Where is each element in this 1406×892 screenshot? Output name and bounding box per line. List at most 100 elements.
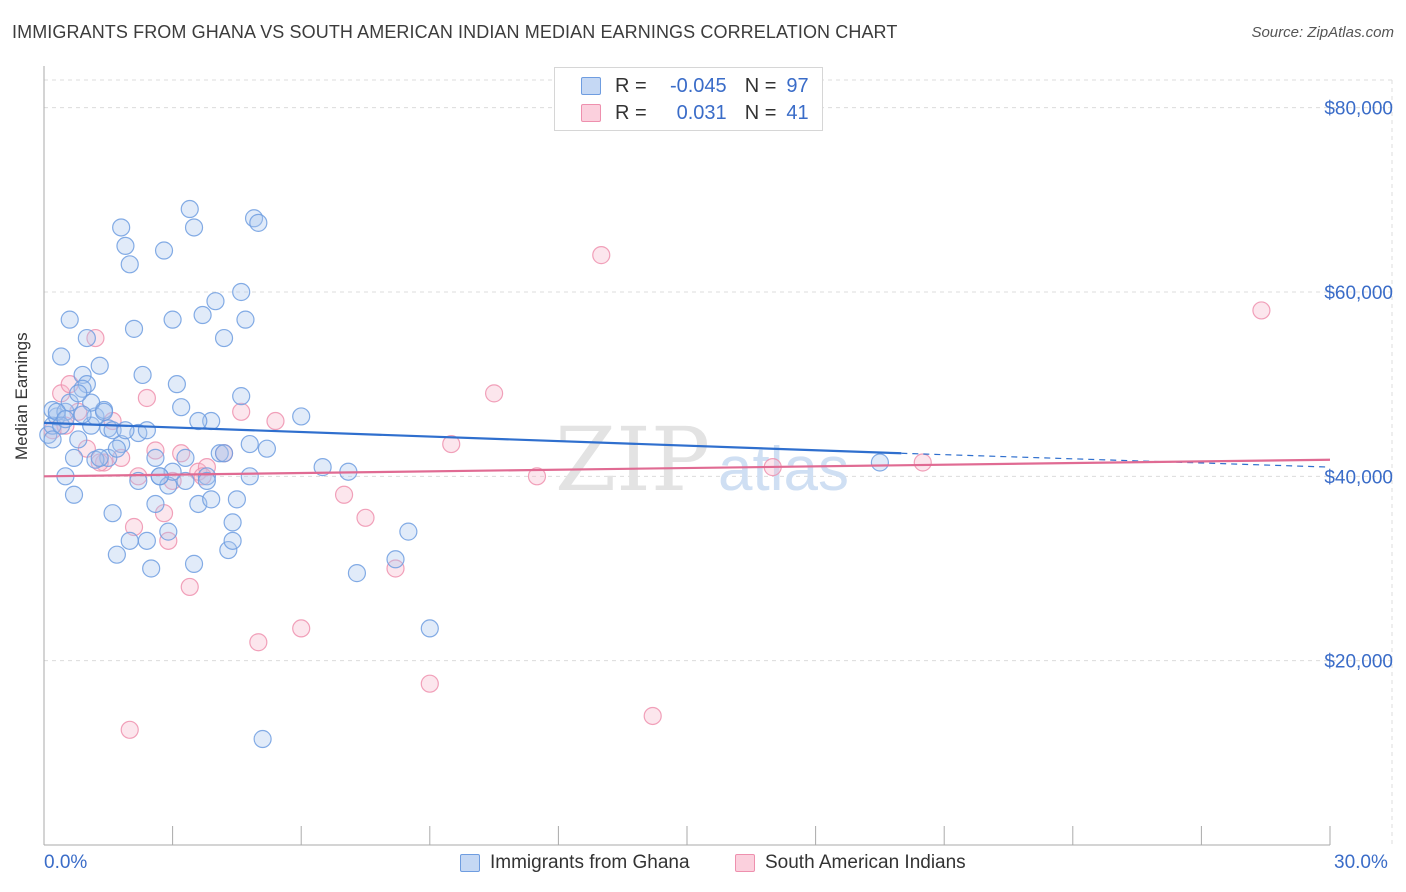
trend-lines: [43, 421, 1331, 478]
y-tick-labels: $20,000 $40,000 $60,000 $80,000: [1324, 99, 1393, 673]
legend-item-south-american[interactable]: South American Indians: [735, 852, 966, 874]
data-point: [137, 531, 156, 550]
data-point: [142, 559, 161, 578]
data-point: [124, 319, 144, 338]
data-point: [159, 531, 178, 550]
data-point: [219, 540, 238, 560]
data-point: [107, 439, 126, 458]
y-tick-label: $60,000: [1324, 283, 1393, 304]
data-point: [146, 441, 165, 460]
data-point: [176, 448, 195, 467]
legend-label: South American Indians: [765, 852, 966, 873]
trend-line-south-american: [43, 458, 1331, 478]
legend-row-south-american: R = 0.031 N = 41: [581, 101, 809, 125]
data-point: [163, 310, 182, 329]
data-point: [197, 467, 216, 486]
legend-swatch-blue: [581, 77, 601, 95]
y-tick-label: $40,000: [1324, 467, 1393, 488]
data-point: [112, 448, 131, 467]
data-point: [249, 633, 268, 652]
data-point: [107, 545, 126, 564]
data-point: [52, 347, 71, 366]
data-point: [292, 407, 311, 426]
series-legend: Immigrants from Ghana South American Ind…: [0, 852, 1406, 878]
data-point: [232, 282, 251, 302]
x-tick-max: 30.0%: [1334, 852, 1388, 873]
watermark-atlas: atlas: [718, 435, 849, 504]
data-point: [223, 513, 242, 532]
data-point: [870, 453, 890, 472]
data-point: [112, 218, 131, 237]
data-point: [180, 199, 199, 219]
series-immigrants-from-ghana: [39, 199, 890, 749]
data-point: [137, 421, 156, 440]
data-point: [347, 564, 367, 583]
legend-n-label: N =: [744, 101, 777, 124]
legend-item-ghana[interactable]: Immigrants from Ghana: [460, 852, 690, 874]
data-point: [184, 218, 204, 237]
data-point: [197, 471, 216, 491]
data-point: [253, 729, 272, 749]
y-tick-label: $80,000: [1324, 99, 1393, 120]
data-point: [73, 365, 92, 385]
data-point: [94, 402, 114, 421]
data-point: [116, 421, 135, 440]
data-point: [180, 577, 199, 597]
correlation-legend: R = -0.045 N = 97 R = 0.031 N = 41: [554, 67, 823, 131]
data-point: [146, 448, 165, 467]
data-point: [210, 444, 229, 463]
legend-n-value: 41: [786, 101, 809, 124]
legend-r-value: -0.045: [669, 74, 727, 97]
data-point: [69, 430, 88, 449]
data-point: [184, 554, 204, 573]
data-point: [386, 550, 405, 569]
data-point: [154, 241, 174, 260]
data-point: [193, 305, 212, 325]
trend-line-ghana: [43, 421, 902, 455]
data-point: [43, 430, 62, 449]
y-tick-label: $20,000: [1324, 652, 1393, 673]
data-point: [485, 384, 504, 403]
data-point: [120, 720, 139, 739]
data-point: [90, 448, 109, 467]
legend-r-value: 0.031: [676, 101, 727, 124]
data-point: [90, 356, 109, 375]
source-label: Source: ZipAtlas.com: [1251, 24, 1394, 41]
data-point: [64, 448, 84, 467]
legend-swatch-blue: [460, 854, 480, 872]
data-point: [386, 559, 405, 578]
legend-swatch-pink: [581, 104, 601, 122]
legend-label: Immigrants from Ghana: [490, 852, 690, 873]
data-point: [176, 471, 195, 491]
data-point: [146, 494, 165, 514]
watermark-zip: ZIP: [555, 408, 710, 511]
data-point: [227, 490, 246, 509]
y-axis-title: Median Earnings: [12, 332, 31, 460]
data-point: [420, 619, 439, 638]
data-point: [527, 467, 547, 486]
data-point: [223, 531, 242, 550]
data-point: [643, 706, 662, 726]
data-point: [202, 490, 221, 509]
data-point: [56, 410, 75, 429]
data-point: [206, 292, 225, 311]
legend-n-value: 97: [786, 74, 809, 97]
data-point: [116, 236, 135, 256]
data-point: [334, 485, 354, 504]
data-point: [137, 388, 156, 408]
data-point: [129, 467, 148, 486]
data-point: [1252, 301, 1271, 320]
axes: [43, 66, 1331, 846]
legend-swatch-pink: [735, 854, 755, 872]
data-point: [77, 328, 96, 348]
data-point: [232, 387, 251, 406]
data-point: [232, 402, 251, 421]
data-point: [120, 531, 139, 550]
data-point: [167, 375, 186, 394]
trend-line-ghana-extension: [901, 452, 1331, 468]
data-point: [60, 310, 79, 329]
data-point: [197, 458, 216, 477]
data-point: [240, 467, 259, 486]
data-point: [214, 328, 234, 348]
